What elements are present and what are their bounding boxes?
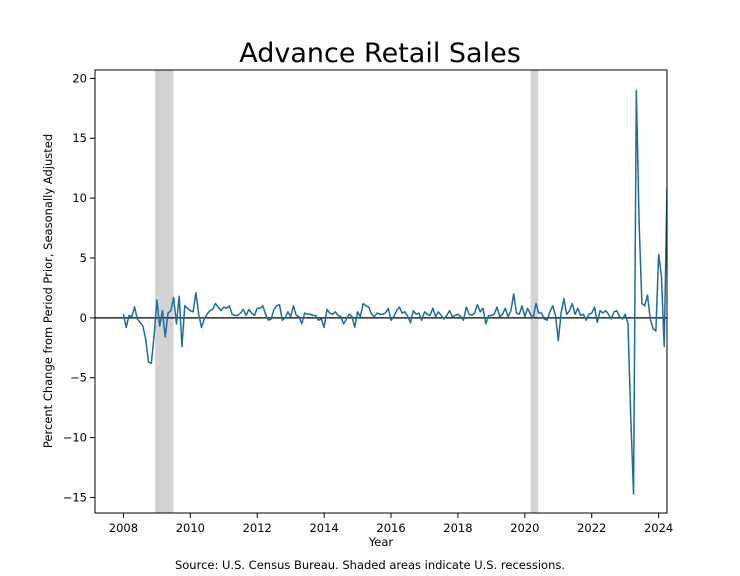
x-tick-label: 2018 (443, 521, 472, 535)
recession-shading-layer (155, 70, 539, 513)
recession-band-1 (530, 70, 539, 513)
x-tick-label: 2024 (644, 521, 673, 535)
x-tick-label: 2010 (176, 521, 205, 535)
x-tick-label: 2014 (309, 521, 338, 535)
y-tick-label: 15 (72, 131, 87, 145)
y-axis: −15 −10 −5 0 5 10 15 20 (63, 71, 95, 504)
x-tick-label: 2008 (109, 521, 138, 535)
x-tick-label: 2012 (243, 521, 272, 535)
x-axis-label: Year (368, 535, 394, 549)
y-tick-label: 20 (72, 71, 87, 85)
source-caption: Source: U.S. Census Bureau. Shaded areas… (175, 558, 565, 572)
x-axis: 2008 2010 2012 2014 2016 2018 2020 2022 2024 (109, 513, 673, 535)
y-tick-label: 5 (80, 251, 87, 265)
chart-title: Advance Retail Sales (239, 38, 521, 69)
series-line-retail-sales (122, 89, 667, 495)
y-axis-label: Percent Change from Period Prior, Season… (41, 134, 55, 448)
y-tick-label: −5 (70, 371, 87, 385)
y-tick-label: −10 (63, 431, 87, 445)
y-tick-label: 0 (80, 311, 87, 325)
x-tick-label: 2016 (376, 521, 405, 535)
y-tick-label: −15 (63, 490, 87, 504)
recession-band-0 (155, 70, 174, 513)
plot-frame (94, 69, 668, 514)
x-tick-label: 2022 (577, 521, 606, 535)
y-tick-label: 10 (72, 191, 87, 205)
x-tick-label: 2020 (510, 521, 539, 535)
